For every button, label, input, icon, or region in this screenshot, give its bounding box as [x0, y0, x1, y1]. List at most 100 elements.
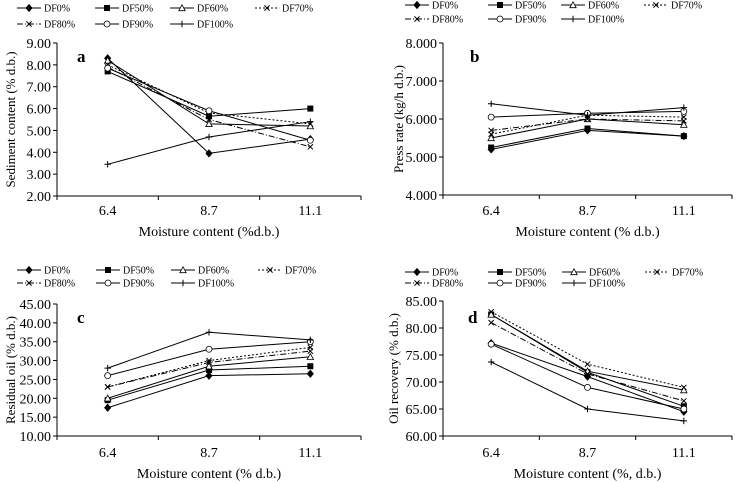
- legend-marker: [267, 267, 273, 273]
- legend-marker: [26, 21, 32, 27]
- legend-marker: [179, 279, 187, 287]
- legend-marker: [104, 5, 110, 11]
- x-axis-title: Moisture content (%d.b.): [139, 225, 280, 240]
- data-point: [307, 363, 314, 370]
- x-tick-label: 8.7: [200, 204, 218, 219]
- legend-marker: [179, 265, 187, 274]
- legend-label: DF100%: [198, 279, 234, 290]
- data-point: [206, 359, 212, 366]
- legend-marker: [178, 20, 186, 28]
- data-point: [488, 127, 495, 134]
- legend-marker: [654, 269, 660, 275]
- y-tick-label: 45.00: [20, 298, 52, 313]
- y-tick-label: 15.00: [20, 411, 52, 426]
- y-tick-label: 3.00: [27, 168, 52, 183]
- y-tick-label: 60.00: [406, 430, 438, 445]
- y-tick-label: 7.000: [406, 75, 438, 90]
- legend-label: DF90%: [123, 279, 154, 290]
- x-tick-label: 11.1: [672, 446, 696, 461]
- data-point: [206, 116, 212, 123]
- x-tick-label: 6.4: [99, 446, 117, 461]
- data-point: [104, 384, 111, 390]
- data-point: [205, 371, 213, 380]
- legend-marker: [653, 2, 659, 8]
- data-point: [206, 367, 212, 373]
- legend-label: DF60%: [198, 266, 229, 277]
- y-tick-label: 85.00: [406, 295, 438, 310]
- data-point: [584, 125, 591, 132]
- data-point: [104, 161, 111, 168]
- data-point: [205, 119, 213, 127]
- legend-label: DF0%: [44, 266, 70, 277]
- legend-label: DF80%: [432, 279, 463, 290]
- data-point: [104, 64, 112, 72]
- y-tick-label: 80.00: [406, 322, 438, 337]
- data-point: [205, 133, 213, 141]
- data-point: [307, 118, 314, 125]
- data-point: [680, 405, 688, 413]
- y-tick-label: 30.00: [20, 355, 52, 370]
- data-point: [206, 357, 212, 364]
- x-tick-label: 6.4: [482, 204, 500, 219]
- y-tick-label: 7.00: [27, 81, 52, 96]
- legend-marker: [25, 3, 33, 13]
- legend-marker: [569, 0, 577, 9]
- y-tick-label: 40.00: [20, 317, 52, 332]
- data-point: [680, 397, 687, 404]
- legend-marker: [104, 279, 112, 287]
- legend-label: DF50%: [515, 268, 546, 279]
- legend-label: DF80%: [432, 15, 463, 26]
- legend-label: DF60%: [197, 4, 228, 15]
- y-tick-label: 5.00: [27, 124, 52, 139]
- legend-label: DF70%: [672, 268, 703, 279]
- y-tick-label: 9.00: [27, 37, 52, 52]
- legend-marker: [25, 265, 33, 275]
- data-point: [584, 405, 591, 413]
- y-tick-label: 10.00: [20, 430, 52, 445]
- y-tick-label: 4.000: [406, 189, 438, 204]
- legend-marker: [103, 20, 111, 28]
- legend-label: DF100%: [197, 20, 233, 31]
- data-point: [306, 369, 314, 378]
- y-tick-label: 75.00: [406, 349, 438, 364]
- y-axis-title: Press rate (kg/h d.b.): [391, 65, 406, 173]
- y-axis-title: Oil recovery (% d.b.): [386, 313, 401, 424]
- data-point: [205, 329, 213, 336]
- legend-marker: [570, 279, 578, 287]
- data-point: [205, 149, 213, 158]
- data-point: [584, 370, 591, 377]
- legend-label: DF50%: [123, 266, 154, 277]
- legend-marker: [264, 5, 270, 11]
- legend-label: DF100%: [589, 279, 625, 290]
- legend-marker: [497, 1, 503, 8]
- legend-marker: [105, 267, 111, 273]
- data-point: [584, 112, 591, 119]
- data-point: [488, 308, 495, 315]
- data-point: [205, 362, 213, 370]
- legend-marker: [414, 16, 420, 22]
- data-point: [679, 120, 688, 128]
- panel-letter: b: [470, 47, 479, 66]
- data-point: [307, 143, 314, 150]
- legend-label: DF90%: [515, 279, 546, 290]
- panel-letter: d: [468, 308, 478, 327]
- y-axis-title: Sediment content (% d.b.): [3, 51, 18, 187]
- data-point: [104, 364, 111, 372]
- legend-label: DF80%: [44, 279, 75, 290]
- data-point: [488, 144, 495, 151]
- y-tick-label: 8.000: [406, 37, 438, 52]
- data-point: [679, 386, 688, 394]
- legend-label: DF100%: [588, 15, 624, 26]
- y-tick-label: 25.00: [20, 373, 52, 388]
- y-tick-label: 65.00: [406, 403, 438, 418]
- data-point: [205, 345, 213, 353]
- chart-panel-a: 2.00 3.00 4.00 5.00 6.00 7.00 8.00 9.00 6.4 8.7 11…: [3, 3, 362, 240]
- legend-marker: [496, 15, 504, 23]
- data-point: [584, 361, 591, 368]
- data-point: [487, 113, 495, 121]
- legend-marker: [570, 267, 578, 276]
- x-tick-label: 11.1: [672, 204, 696, 219]
- legend-label: DF50%: [515, 1, 546, 12]
- legend-label: DF70%: [285, 266, 316, 277]
- data-point: [584, 116, 591, 122]
